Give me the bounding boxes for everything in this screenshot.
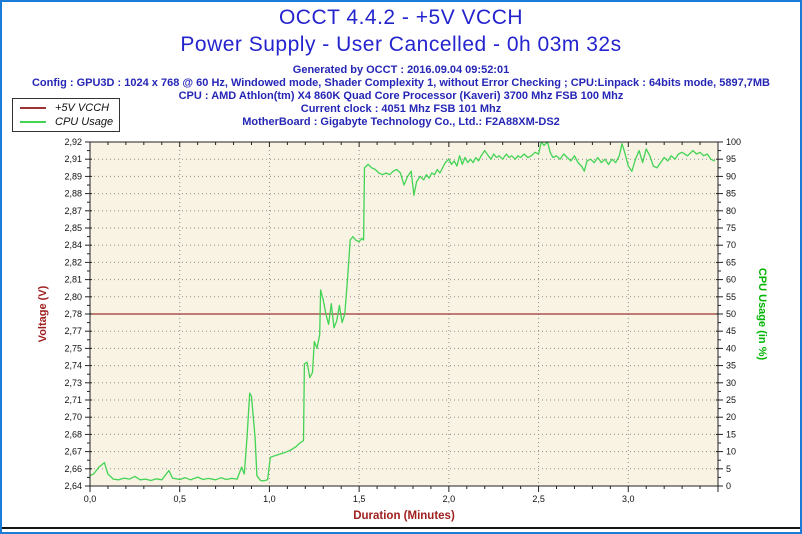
legend-item-vcch: +5V VCCH [13,101,119,115]
bottom-divider [2,527,800,529]
svg-text:1,0: 1,0 [263,494,276,504]
svg-text:2,88: 2,88 [64,189,82,199]
svg-text:25: 25 [726,395,736,405]
svg-text:75: 75 [726,223,736,233]
svg-text:10: 10 [726,447,736,457]
svg-text:40: 40 [726,343,736,353]
svg-text:45: 45 [726,326,736,336]
x-axis-title: Duration (Minutes) [353,510,455,522]
legend-item-cpu-usage: CPU Usage [13,115,119,129]
svg-text:5: 5 [726,464,731,474]
svg-text:95: 95 [726,154,736,164]
current-clock-line: Current clock : 4051 Mhz FSB 101 Mhz [300,103,502,115]
svg-text:70: 70 [726,240,736,250]
svg-text:2,66: 2,66 [64,464,82,474]
motherboard-line: MotherBoard : Gigabyte Technology Co., L… [242,116,560,128]
svg-text:2,70: 2,70 [64,412,82,422]
svg-text:2,73: 2,73 [64,378,82,388]
left-axis-title: Voltage (V) [37,285,49,342]
svg-text:3,0: 3,0 [622,494,635,504]
voltage-cpu-chart: 0,0 0,5 1,0 1,5 2,0 2,5 3,0 2,64 2,66 2,67 2,68 2,7… [2,130,800,528]
svg-text:2,78: 2,78 [64,309,82,319]
cpu-usage-line-swatch [20,121,46,123]
legend-label-vcch: +5V VCCH [55,102,110,114]
svg-text:2,82: 2,82 [64,257,82,267]
svg-text:2,84: 2,84 [64,240,82,250]
svg-text:2,89: 2,89 [64,171,82,181]
svg-text:30: 30 [726,378,736,388]
right-axis-title: CPU Usage (in %) [756,268,768,361]
svg-text:100: 100 [726,137,741,147]
svg-text:2,74: 2,74 [64,361,82,371]
page-title: OCCT 4.4.2 - +5V VCCH [278,6,524,29]
svg-text:60: 60 [726,275,736,285]
svg-text:2,81: 2,81 [64,275,82,285]
svg-text:1,5: 1,5 [353,494,366,504]
svg-text:35: 35 [726,361,736,371]
svg-text:2,91: 2,91 [64,154,82,164]
config-line: Config : GPU3D : 1024 x 768 @ 60 Hz, Win… [31,77,770,89]
svg-text:2,64: 2,64 [64,481,82,491]
svg-text:0,5: 0,5 [173,494,186,504]
svg-text:15: 15 [726,429,736,439]
svg-text:2,80: 2,80 [64,292,82,302]
svg-text:2,75: 2,75 [64,343,82,353]
svg-text:55: 55 [726,292,736,302]
svg-text:0,0: 0,0 [84,494,97,504]
svg-text:20: 20 [726,412,736,422]
cpu-line: CPU : AMD Athlon(tm) X4 860K Quad Core P… [178,90,624,102]
tick-labels: 0,0 0,5 1,0 1,5 2,0 2,5 3,0 2,64 2,66 2,67 2,68 2,7… [64,137,741,504]
svg-text:2,5: 2,5 [532,494,545,504]
svg-text:2,67: 2,67 [64,447,82,457]
axis-ticks [85,141,723,492]
vcch-line-swatch [20,107,46,109]
svg-text:90: 90 [726,171,736,181]
svg-text:85: 85 [726,189,736,199]
svg-text:2,92: 2,92 [64,137,82,147]
svg-text:2,77: 2,77 [64,326,82,336]
svg-text:65: 65 [726,257,736,267]
svg-text:2,85: 2,85 [64,223,82,233]
svg-text:0: 0 [726,481,731,491]
svg-text:2,0: 2,0 [443,494,456,504]
svg-text:80: 80 [726,206,736,216]
cpu-usage-line [89,141,716,482]
chart-legend: +5V VCCH CPU Usage [12,98,120,132]
page-subtitle: Power Supply - User Cancelled - 0h 03m 3… [180,33,622,56]
svg-text:2,68: 2,68 [64,429,82,439]
generated-line: Generated by OCCT : 2016.09.04 09:52:01 [292,64,510,76]
svg-text:2,71: 2,71 [64,395,82,405]
svg-text:2,87: 2,87 [64,206,82,216]
chart-canvas: 0,0 0,5 1,0 1,5 2,0 2,5 3,0 2,64 2,66 2,67 2,68 2,7… [37,137,768,522]
svg-text:50: 50 [726,309,736,319]
legend-label-cpu-usage: CPU Usage [55,116,114,128]
